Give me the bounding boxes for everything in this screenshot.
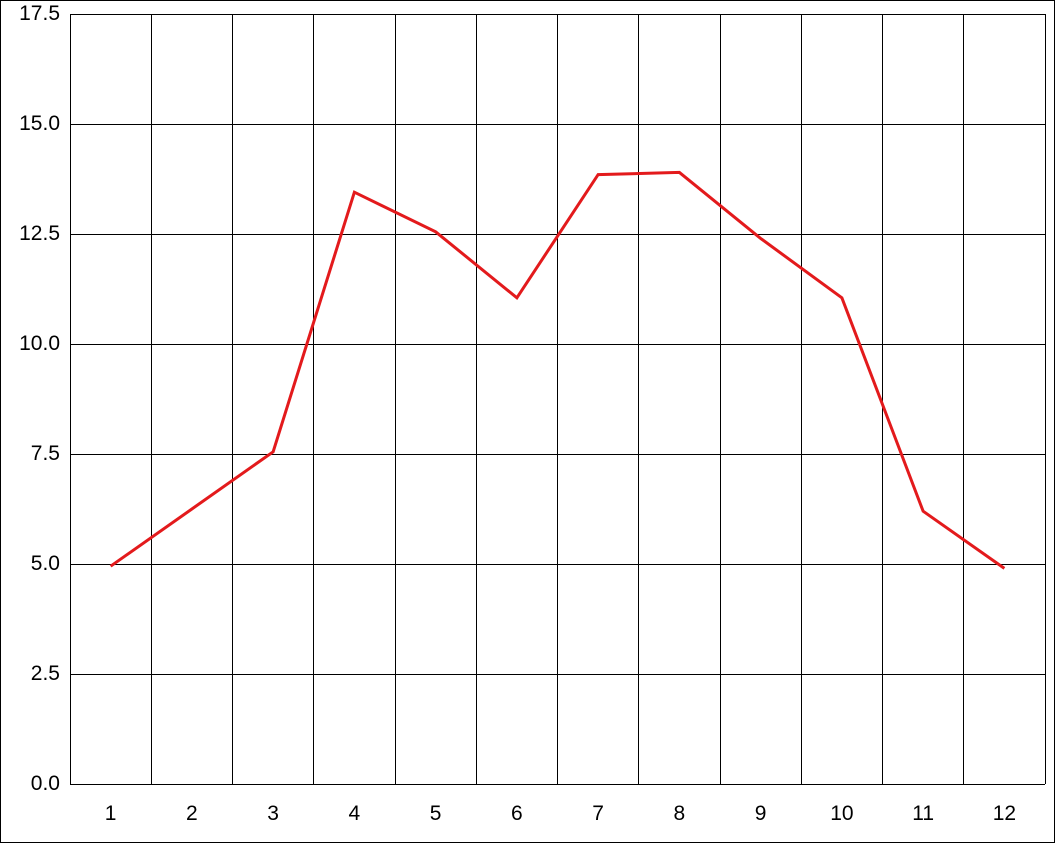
x-tick-label: 6 <box>511 802 523 826</box>
y-tick-label: 10.0 <box>19 332 60 356</box>
y-tick-label: 17.5 <box>19 2 60 26</box>
x-tick-label: 12 <box>993 802 1016 826</box>
x-tick-label: 9 <box>755 802 767 826</box>
x-tick-label: 4 <box>349 802 361 826</box>
series-layer <box>70 14 1045 784</box>
x-tick-label: 11 <box>912 802 934 826</box>
x-tick-label: 7 <box>592 802 604 826</box>
x-tick-label: 10 <box>830 802 853 826</box>
line-series <box>111 172 1005 568</box>
plot-area <box>70 14 1045 784</box>
x-tick-label: 2 <box>186 802 198 826</box>
x-tick-label: 1 <box>105 802 117 826</box>
x-tick-label: 5 <box>430 802 442 826</box>
y-tick-label: 0.0 <box>31 772 60 796</box>
x-tick-label: 8 <box>674 802 686 826</box>
line-chart: 0.02.55.07.510.012.515.017.5123456789101… <box>0 0 1055 843</box>
y-tick-label: 15.0 <box>19 112 60 136</box>
x-tick-label: 3 <box>267 802 279 826</box>
y-tick-label: 12.5 <box>19 222 60 246</box>
y-tick-label: 2.5 <box>31 662 60 686</box>
y-tick-label: 7.5 <box>31 442 60 466</box>
y-tick-label: 5.0 <box>31 552 60 576</box>
